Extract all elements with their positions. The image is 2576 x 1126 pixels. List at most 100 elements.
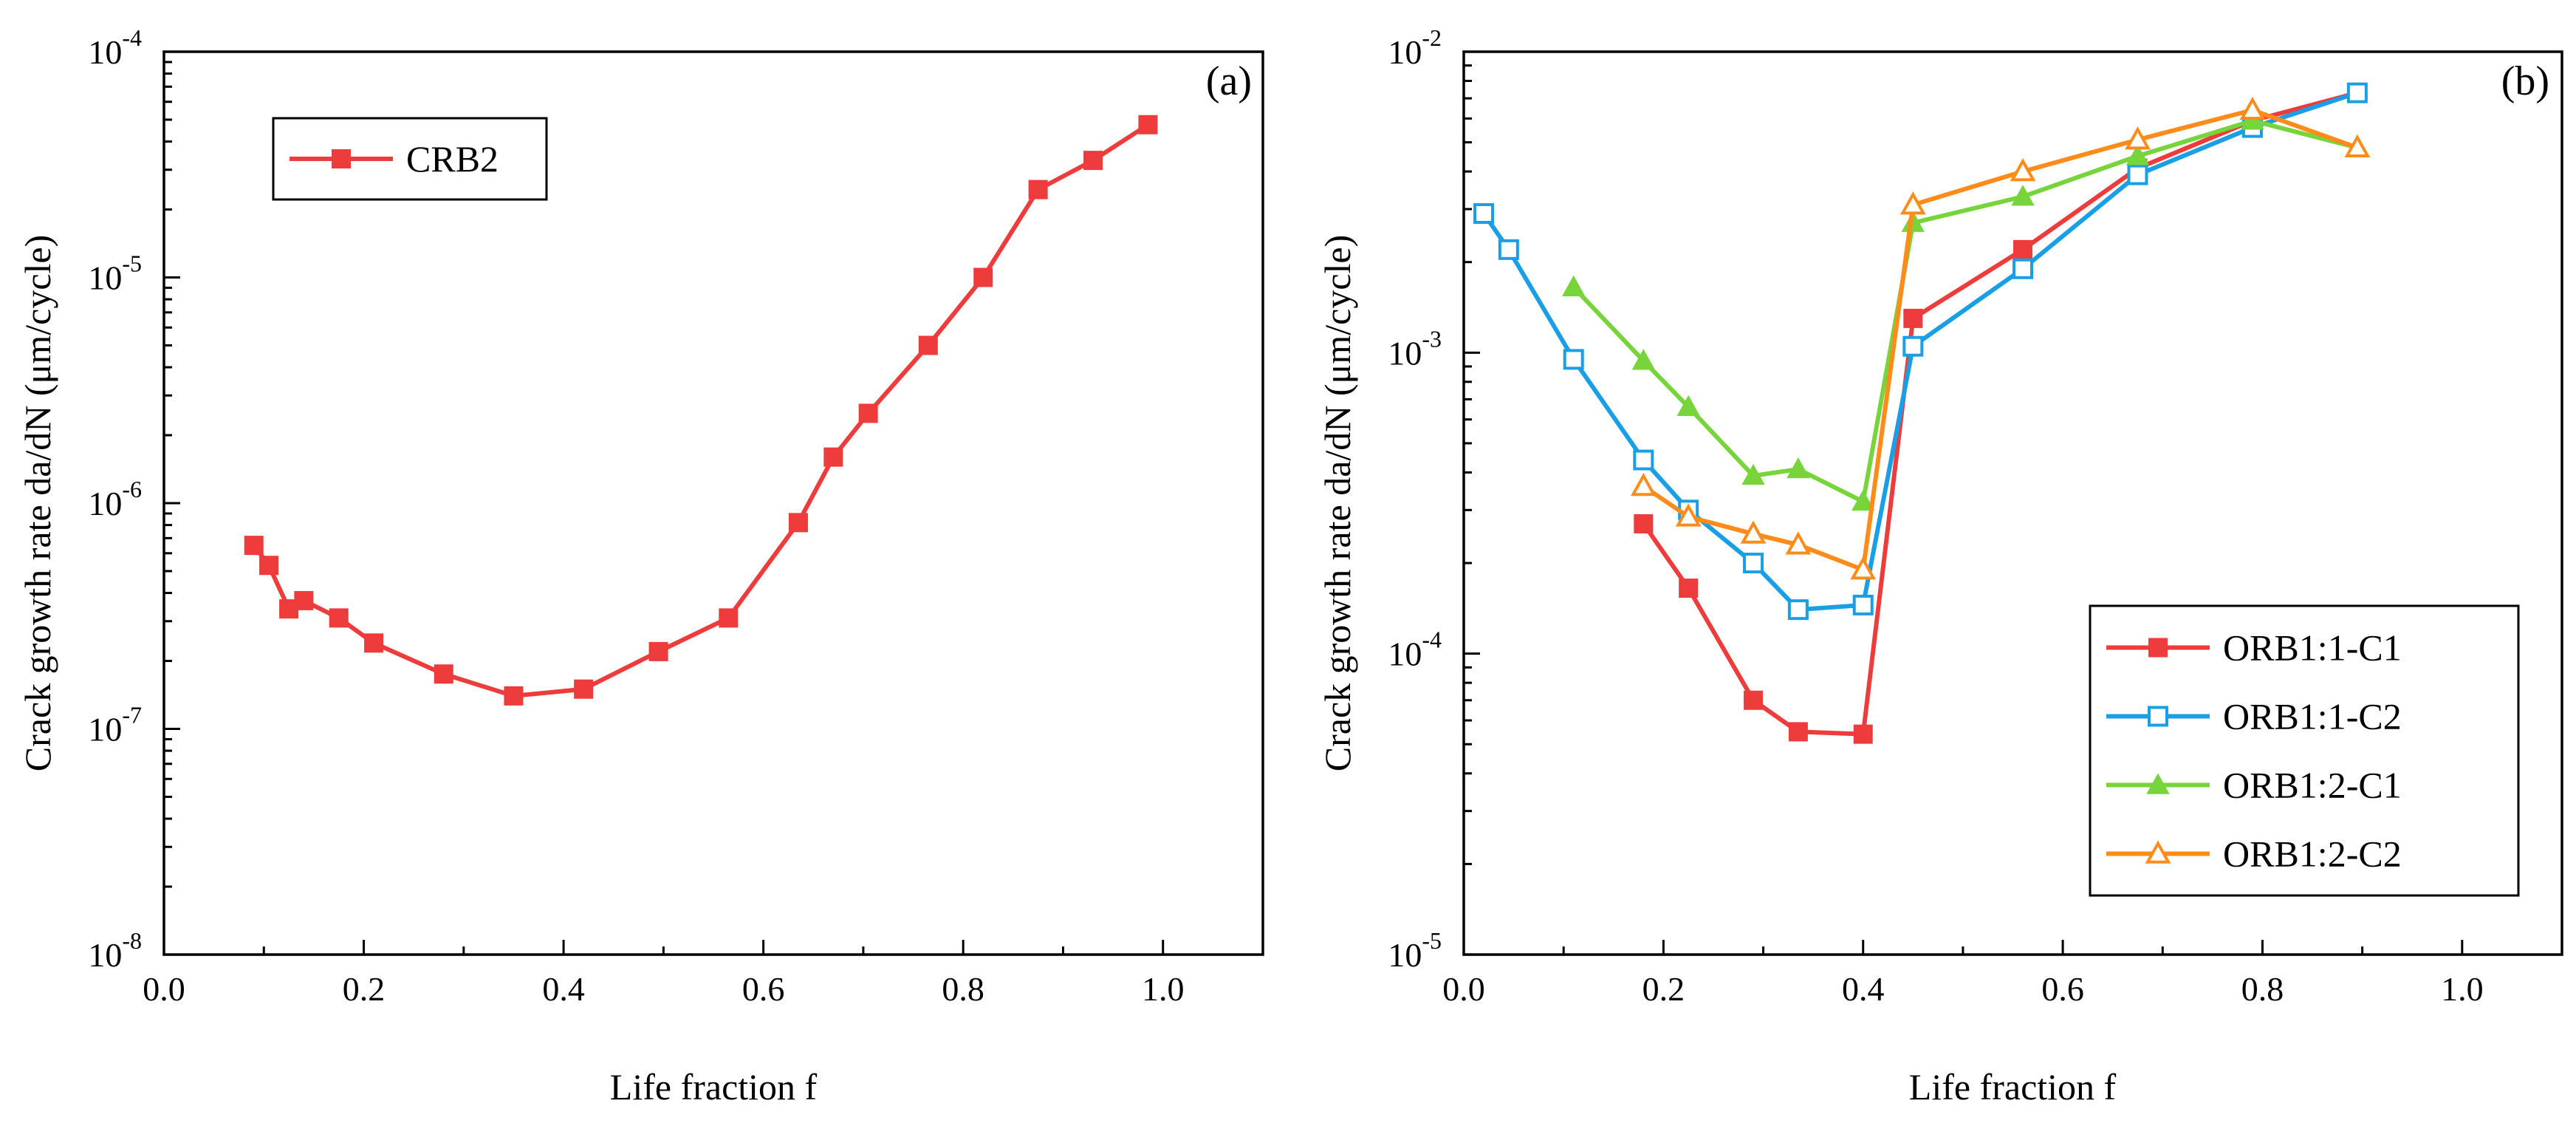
panel-b-data-point-orb1-1-c1: [1853, 724, 1873, 744]
panel-b-legend-marker: [2148, 638, 2168, 658]
panel-a-y-tick-label: 10-6: [88, 476, 142, 522]
panel-b-series-line-orb1-1-c1: [1641, 90, 2358, 737]
panel-b-data-point-orb1-2-c1: [1562, 275, 1586, 296]
panel-b-x-axis-label: Life fraction f: [1909, 1066, 2117, 1108]
panel-b-data-point-orb1-2-c2: [1785, 531, 1812, 555]
panel-b-x-tick-label: 0.4: [1842, 970, 1885, 1008]
panel-a-y-tick-label: 10-7: [88, 702, 142, 748]
panel-a-data-point-crb2: [788, 513, 808, 533]
panel-b-data-point-orb1-2-c1: [1852, 489, 1875, 511]
panel-a-series-layer: [244, 115, 1158, 706]
panel-a-x-axis-label-text: Life fraction f: [610, 1066, 818, 1108]
panel-a-data-point-crb2: [1028, 180, 1048, 199]
panel-a-data-point-crb2: [1138, 115, 1158, 134]
panel-a-data-point-crb2: [574, 679, 594, 699]
panel-b-x-axis-label-text: Life fraction f: [1909, 1066, 2117, 1108]
panel-a-data-point-crb2: [719, 608, 739, 628]
panel-a-y-axis-label-text: Crack growth rate da/dN (μm/cycle): [17, 235, 58, 772]
panel-b-data-point-orb1-1-c1: [1744, 690, 1764, 710]
panel-b-data-point-orb1-2-c2: [1630, 472, 1657, 497]
panel-b-data-point-orb1-2-c2: [1675, 503, 1702, 527]
panel-a-data-point-crb2: [973, 267, 993, 287]
panel-a-x-tick-label: 0.6: [742, 970, 785, 1008]
panel-b-data-point-orb1-2-c2: [1850, 556, 1877, 580]
panel-b-y-tick-label: 10-2: [1388, 24, 1442, 71]
panel-b-y-axis-label-text: Crack growth rate da/dN (μm/cycle): [1317, 235, 1358, 772]
panel-b-data-point-orb1-1-c2: [1902, 335, 1924, 357]
panel-a-data-point-crb2: [1083, 151, 1103, 171]
panel-a-series-crb2: [244, 115, 1158, 706]
panel-b-data-point-orb1-1-c2: [1473, 202, 1495, 224]
panel-b-x-tick-label: 0.2: [1642, 970, 1685, 1008]
panel-b-data-point-orb1-2-c2: [1900, 191, 1926, 215]
panel-b-legend-label: ORB1:1-C2: [2223, 696, 2402, 737]
panel-a-legend: CRB2: [272, 117, 548, 201]
panel-b-legend: ORB1:1-C1 ORB1:1-C2 ORB1:2-C1 ORB1:2-C2: [2089, 604, 2520, 897]
panel-a-x-tick-label: 0.0: [143, 970, 185, 1008]
panel-a-chart: (a) Life fraction f Crack growth rate da…: [17, 24, 1264, 1108]
panel-b-x-tick-label: 1.0: [2441, 970, 2484, 1008]
panel-b-series-orb1-1-c2: [1473, 82, 2368, 621]
panel-b-x-tick-label: 0.6: [2041, 970, 2084, 1008]
panel-b-data-point-orb1-1-c1: [1903, 308, 1923, 328]
panel-a-legend-label: CRB2: [406, 138, 499, 180]
panel-b-data-point-orb1-1-c2: [1563, 349, 1584, 370]
panel-b-data-point-orb1-1-c2: [1787, 599, 1809, 621]
panel-b-y-axis-label: Crack growth rate da/dN (μm/cycle): [1317, 235, 1358, 772]
panel-a-data-point-crb2: [364, 633, 384, 653]
panel-b-legend-label: ORB1:2-C1: [2223, 765, 2402, 806]
panel-a-label: (a): [1206, 58, 1252, 104]
panel-b-chart: (b) Life fraction f Crack growth rate da…: [1317, 24, 2563, 1108]
panel-a-data-point-crb2: [504, 686, 524, 706]
panel-b-data-point-orb1-1-c1: [1679, 579, 1699, 598]
panel-b-data-point-orb1-2-c1: [1741, 463, 1765, 485]
panel-b-data-point-orb1-1-c1: [1634, 513, 1654, 533]
panel-b-data-point-orb1-2-c1: [1676, 395, 1700, 417]
panel-b-series-line-orb1-2-c2: [1642, 107, 2358, 573]
panel-a-x-tick-label: 0.8: [942, 970, 984, 1008]
panel-b-y-tick-label: 10-3: [1388, 325, 1442, 372]
panel-a-data-point-crb2: [648, 641, 668, 661]
panel-b-data-point-orb1-1-c2: [1743, 553, 1764, 574]
panel-b-label: (b): [2501, 58, 2549, 104]
panel-b-data-point-orb1-1-c2: [1498, 239, 1519, 260]
panel-b-data-point-orb1-2-c2: [2125, 126, 2151, 150]
panel-a-y-axis-label: Crack growth rate da/dN (μm/cycle): [17, 235, 58, 772]
panel-a-x-tick-label: 1.0: [1142, 970, 1185, 1008]
panel-b-legend-marker: [2146, 773, 2170, 794]
panel-b-x-ticks: 0.0 0.2 0.4 0.6 0.8 1.0: [1442, 940, 2484, 1008]
panel-b-x-tick-label: 0.8: [2241, 970, 2284, 1008]
panel-b-series-orb1-2-c1: [1562, 109, 2369, 511]
panel-b-data-point-orb1-2-c2: [2239, 96, 2266, 120]
panel-b-y-tick-label: 10-4: [1388, 627, 1442, 673]
panel-a-data-point-crb2: [858, 403, 878, 423]
panel-b-data-point-orb1-1-c2: [2346, 82, 2368, 103]
panel-a-y-ticks: 10-8 10-7 10-6 10-5 10-4: [88, 24, 180, 974]
panel-b-legend-label: ORB1:1-C1: [2223, 627, 2402, 669]
panel-b-data-point-orb1-1-c2: [1852, 594, 1874, 615]
panel-a-data-point-crb2: [259, 556, 279, 576]
panel-a-x-tick-label: 0.2: [343, 970, 386, 1008]
panel-a-x-ticks: 0.0 0.2 0.4 0.6 0.8 1.0: [143, 940, 1184, 1008]
panel-b-series-layer: [1473, 82, 2371, 744]
panel-b-legend-marker: [2148, 706, 2168, 727]
panel-a-data-point-crb2: [329, 608, 349, 628]
panel-b-data-point-orb1-2-c2: [2344, 134, 2371, 158]
panel-a-y-tick-label: 10-8: [88, 927, 142, 974]
panel-b-data-point-orb1-2-c1: [1787, 457, 1810, 479]
panel-a-y-tick-label: 10-4: [88, 24, 142, 71]
panel-a-x-tick-label: 0.4: [542, 970, 585, 1008]
panel-b-series-orb1-2-c2: [1630, 96, 2371, 580]
panel-b-plot-frame: [1462, 50, 2563, 956]
panel-b-legend-label: ORB1:2-C2: [2223, 833, 2402, 875]
panel-b-data-point-orb1-2-c1: [2125, 144, 2150, 166]
panel-b-y-tick-label: 10-5: [1388, 927, 1442, 974]
panel-b-data-point-orb1-2-c1: [2011, 185, 2035, 206]
panel-b-data-point-orb1-1-c1: [1788, 722, 1808, 742]
panel-b-data-point-orb1-2-c1: [1631, 349, 1656, 370]
panel-b-data-point-orb1-1-c2: [2012, 258, 2034, 279]
panel-a-data-point-crb2: [294, 590, 314, 610]
panel-a-series-line-crb2: [252, 123, 1150, 698]
panel-a-data-point-crb2: [434, 664, 453, 684]
